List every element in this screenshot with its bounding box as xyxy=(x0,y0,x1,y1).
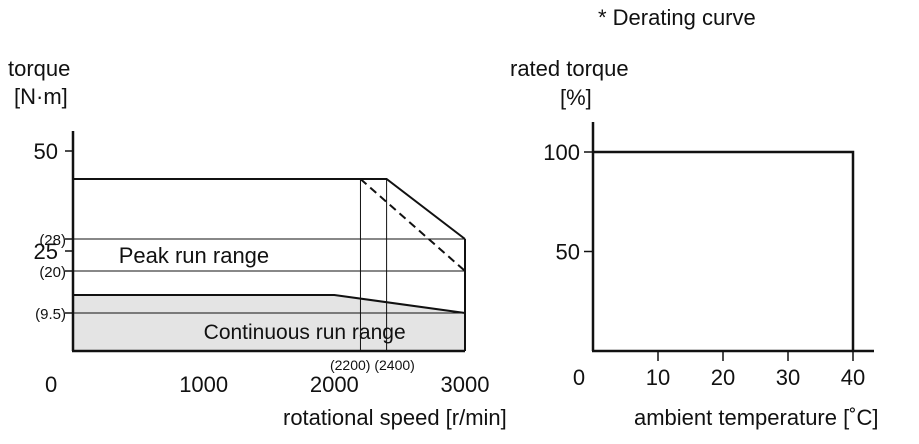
torque-mark-label: (20) xyxy=(39,264,66,281)
torque-chart: torque [N·m] rotational speed [r/min] 50… xyxy=(8,56,507,430)
torque-mark-label: (28) xyxy=(39,232,66,249)
continuous-run-area xyxy=(73,295,465,351)
torque-y-tick-label: 50 xyxy=(34,139,58,164)
continuous-torque-curve xyxy=(73,294,466,314)
peak-run-range-label: Peak run range xyxy=(119,243,269,268)
derating-ylabel-line1: rated torque xyxy=(510,56,629,81)
torque-ylabel-line1: torque xyxy=(8,56,70,81)
derating-xlabel: ambient temperature [˚C] xyxy=(634,405,879,430)
speed-mark-label: (2200) xyxy=(330,357,370,373)
torque-mark-label: (9.5) xyxy=(35,306,66,323)
note-text: * Derating curve xyxy=(598,5,756,30)
torque-xlabel: rotational speed [r/min] xyxy=(283,405,507,430)
derating-chart: rated torque [%] ambient temperature [˚C… xyxy=(510,56,879,430)
derating-curve xyxy=(593,150,855,351)
torque-y-tick-label: 25 xyxy=(34,239,58,264)
torque-ylabel-line2: [N·m] xyxy=(14,84,68,109)
derating-x-tick-label: 10 xyxy=(646,365,670,390)
derated-peak-curve xyxy=(359,178,466,272)
derating-x-tick-label: 0 xyxy=(573,365,585,390)
derating-x-tick-label: 40 xyxy=(841,365,865,390)
derating-x-tick-label: 20 xyxy=(711,365,735,390)
peak-torque-curve xyxy=(73,178,466,240)
speed-x-tick-label: 2000 xyxy=(310,372,359,397)
speed-x-tick-label: 0 xyxy=(45,372,57,397)
derating-y-tick-label: 50 xyxy=(556,240,580,265)
derating-x-tick-label: 30 xyxy=(776,365,800,390)
speed-mark-label: (2400) xyxy=(374,357,414,373)
derating-ylabel-line2: [%] xyxy=(560,85,592,110)
derating-y-tick-label: 100 xyxy=(543,140,580,165)
continuous-run-range-label: Continuous run range xyxy=(204,321,406,344)
speed-x-tick-label: 3000 xyxy=(441,372,490,397)
speed-x-tick-label: 1000 xyxy=(179,372,228,397)
